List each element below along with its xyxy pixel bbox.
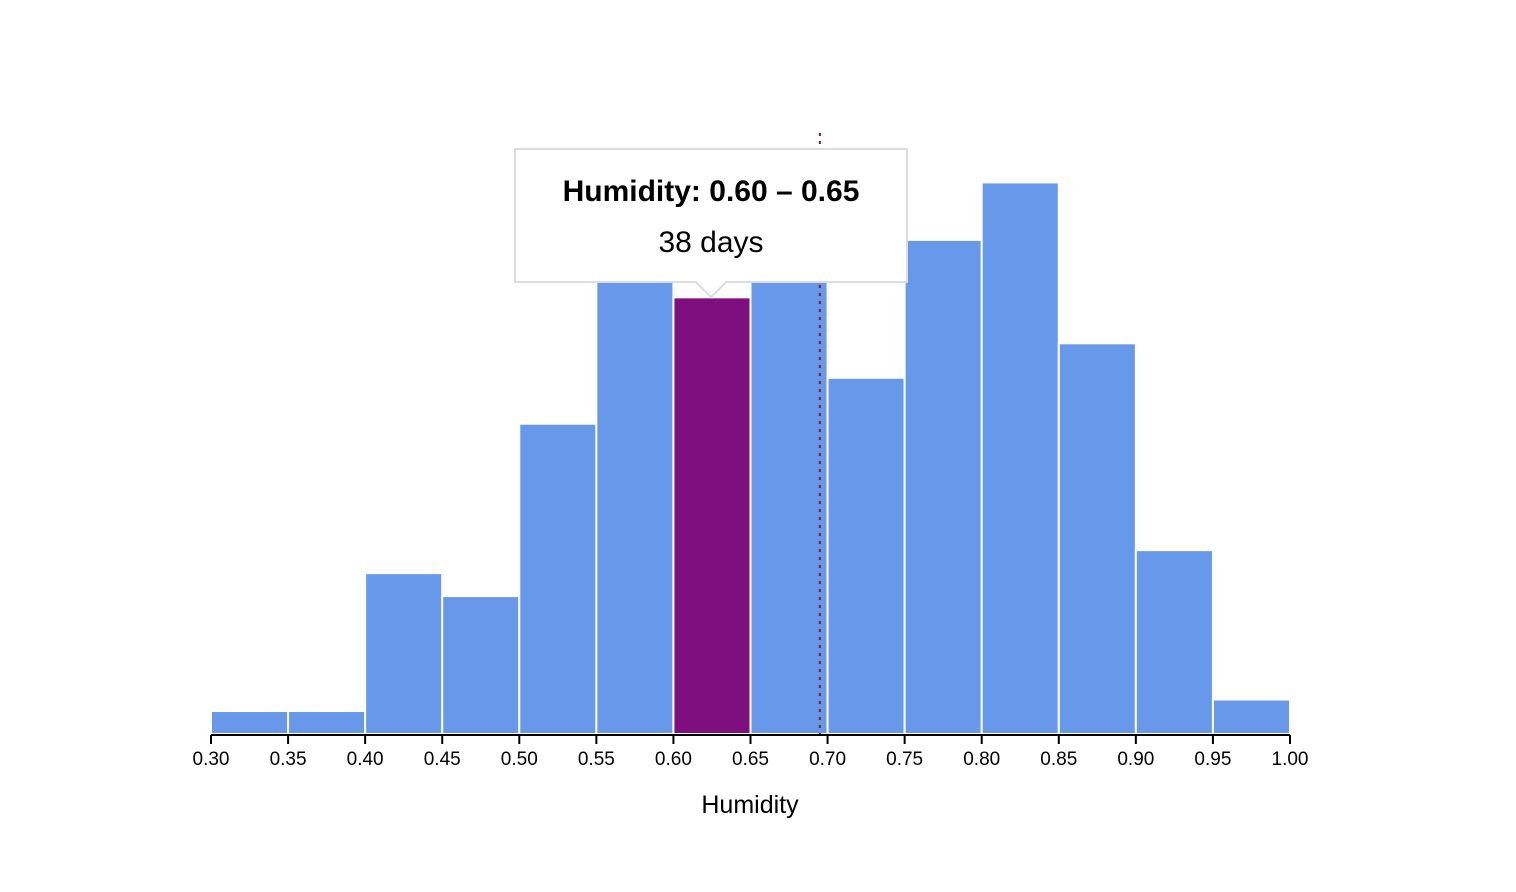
- histogram-bar-9[interactable]: [903, 238, 983, 736]
- histogram-bar-13[interactable]: [1211, 698, 1292, 736]
- x-tick-label-11: 0.85: [1040, 749, 1077, 770]
- histogram-bar-10[interactable]: [980, 181, 1060, 736]
- bar-tooltip: Humidity: 0.60 – 0.65 38 days: [514, 148, 908, 299]
- x-tick-label-7: 0.65: [732, 749, 769, 770]
- x-tick-label-9: 0.75: [886, 749, 923, 770]
- x-tick-label-5: 0.55: [578, 749, 615, 770]
- x-tick-label-3: 0.45: [424, 749, 461, 770]
- x-tick-label-6: 0.60: [655, 749, 692, 770]
- histogram-bar-11[interactable]: [1057, 342, 1137, 735]
- histogram-bar-8[interactable]: [826, 376, 906, 735]
- x-axis: 0.30 0.35 0.40 0.45 0.50 0.55 0.60 0.65 0.70 0.75…: [193, 734, 1309, 770]
- histogram-bar-2[interactable]: [364, 572, 444, 735]
- histogram-bar-4[interactable]: [518, 422, 598, 735]
- tooltip-title: Humidity: 0.60 – 0.65: [562, 175, 860, 208]
- x-tick-label-14: 1.00: [1272, 749, 1309, 770]
- x-tick-label-10: 0.80: [963, 749, 1000, 770]
- histogram-bar-0[interactable]: [210, 710, 290, 736]
- histogram-bar-3[interactable]: [441, 595, 521, 735]
- histogram-bar-5[interactable]: [595, 261, 675, 735]
- histogram-bar-6[interactable]: [672, 296, 752, 735]
- histogram-bar-1[interactable]: [287, 710, 367, 736]
- histogram-bar-12[interactable]: [1134, 549, 1214, 735]
- x-tick-label-2: 0.40: [347, 749, 384, 770]
- x-tick-label-13: 0.95: [1194, 749, 1231, 770]
- x-tick-label-1: 0.35: [270, 749, 307, 770]
- x-tick-label-0: 0.30: [193, 749, 230, 770]
- x-axis-title: Humidity: [701, 791, 799, 819]
- histogram-bar-7[interactable]: [749, 261, 829, 735]
- tooltip-value: 38 days: [658, 226, 764, 259]
- x-tick-label-8: 0.70: [809, 749, 846, 770]
- x-tick-label-12: 0.90: [1117, 749, 1154, 770]
- x-tick-label-4: 0.50: [501, 749, 538, 770]
